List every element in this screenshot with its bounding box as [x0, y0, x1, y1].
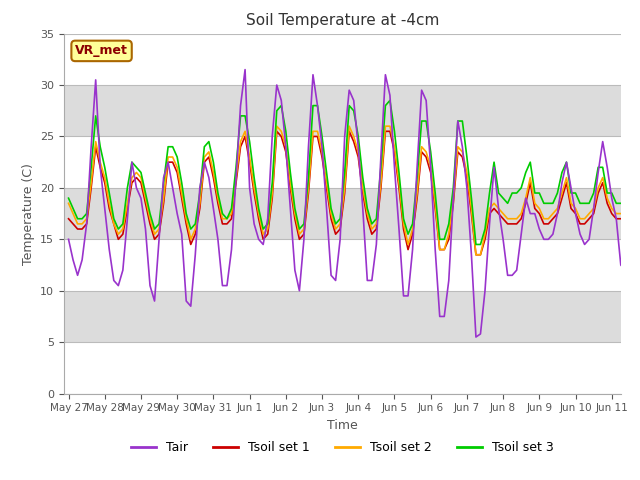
- Bar: [64, 85, 621, 136]
- Text: VR_met: VR_met: [75, 44, 128, 58]
- Title: Soil Temperature at -4cm: Soil Temperature at -4cm: [246, 13, 439, 28]
- Bar: [64, 240, 621, 291]
- Bar: [64, 342, 621, 394]
- X-axis label: Time: Time: [327, 419, 358, 432]
- Y-axis label: Temperature (C): Temperature (C): [22, 163, 35, 264]
- Legend: Tair, Tsoil set 1, Tsoil set 2, Tsoil set 3: Tair, Tsoil set 1, Tsoil set 2, Tsoil se…: [126, 436, 559, 459]
- Bar: [64, 291, 621, 342]
- Bar: [64, 34, 621, 85]
- Bar: [64, 188, 621, 240]
- Bar: [64, 136, 621, 188]
